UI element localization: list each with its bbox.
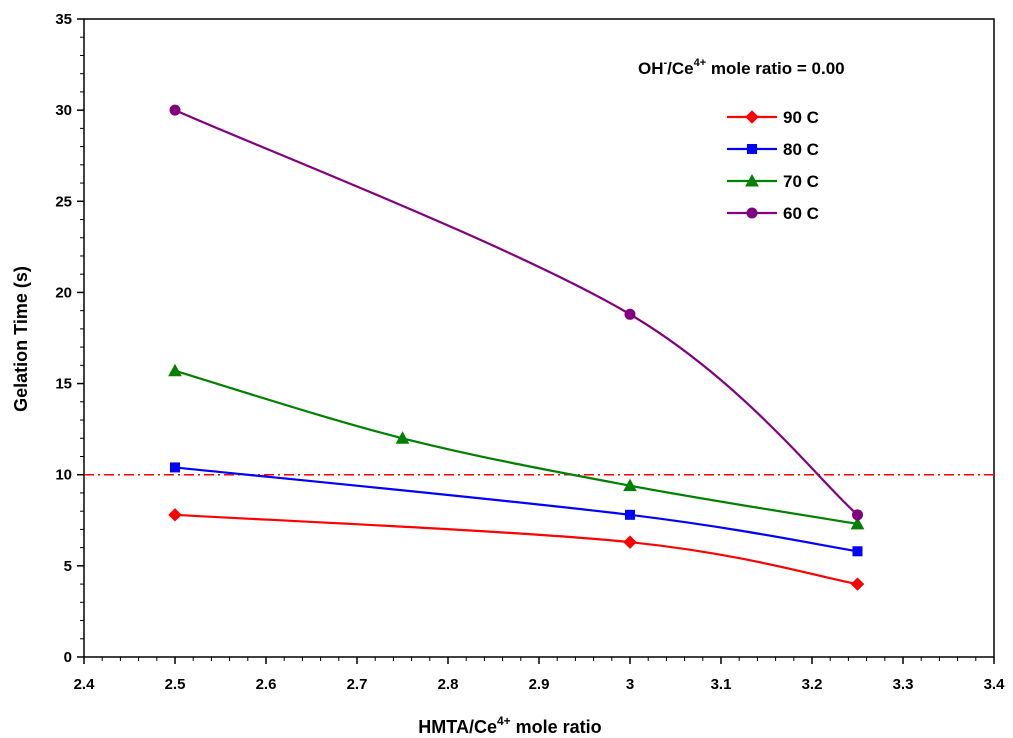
x-tick-label: 2.7	[347, 676, 368, 693]
x-tick-label: 2.5	[165, 676, 186, 693]
y-tick-label: 20	[55, 284, 72, 301]
legend-marker	[745, 110, 759, 124]
data-point-70-c	[850, 516, 865, 530]
data-point-70-c	[623, 478, 637, 492]
legend-item-80-c: 80 C	[727, 140, 819, 159]
legend: 90 C 80 C 70 C 60 C	[727, 108, 819, 223]
legend-marker	[745, 173, 759, 187]
legend-label: 60 C	[783, 204, 819, 223]
legend-item-70-c: 70 C	[727, 172, 819, 191]
series-line-70-c	[174, 369, 858, 526]
x-tick-label: 2.6	[256, 676, 277, 693]
y-tick-label: 15	[55, 376, 72, 393]
series-70-c	[168, 363, 865, 530]
x-tick-label: 2.4	[74, 676, 96, 693]
data-point-60-c	[624, 308, 636, 320]
data-point-70-c	[395, 431, 410, 444]
y-tick-label: 25	[55, 193, 72, 210]
x-tick-label: 3	[626, 676, 634, 693]
x-tick-label: 3.4	[984, 676, 1006, 693]
series-80-c	[170, 462, 863, 557]
x-tick-label: 2.8	[438, 676, 459, 693]
x-tick-label: 3.2	[802, 676, 823, 693]
legend-label: 90 C	[783, 108, 819, 127]
x-tick-label: 3.1	[711, 676, 732, 693]
data-point-90-c	[623, 535, 637, 549]
x-tick-label: 3.3	[893, 676, 914, 693]
data-point-80-c	[852, 546, 863, 557]
legend-item-60-c: 60 C	[727, 204, 819, 223]
series-line-80-c	[174, 466, 858, 553]
y-tick-label: 5	[64, 558, 72, 575]
legend-marker	[747, 144, 757, 154]
legend-label: 70 C	[783, 172, 819, 191]
x-tick-label: 2.9	[529, 676, 550, 693]
x-axis-label: HMTA/Ce4+ mole ratio	[418, 714, 601, 737]
y-tick-label: 10	[55, 467, 72, 484]
y-tick-label: 35	[55, 11, 72, 28]
series-line-90-c	[174, 513, 858, 586]
series-line-60-c	[174, 109, 859, 516]
y-tick-label: 30	[55, 102, 72, 119]
data-point-80-c	[170, 462, 180, 473]
data-point-90-c	[168, 508, 182, 522]
axes-layer: 2.4 2.5 2.6 2.7 2.8 2.9 3 3.1 3.2 3.3 3.4 0 5 10 15 20 2…	[55, 11, 1005, 693]
data-point-60-c	[169, 104, 181, 116]
annotation-text: OH-/Ce4+ mole ratio = 0.00	[638, 57, 845, 78]
data-point-80-c	[625, 509, 635, 520]
legend-marker	[746, 207, 758, 219]
y-axis-label: Gelation Time (s)	[11, 266, 31, 412]
series-90-c	[168, 508, 865, 591]
legend-item-90-c: 90 C	[727, 108, 819, 127]
data-point-70-c	[168, 363, 182, 377]
series-layer	[168, 104, 865, 591]
data-point-60-c	[852, 509, 863, 521]
y-tick-label: 0	[64, 649, 72, 666]
legend-label: 80 C	[783, 140, 819, 159]
data-point-90-c	[850, 577, 865, 591]
series-60-c	[169, 104, 863, 521]
